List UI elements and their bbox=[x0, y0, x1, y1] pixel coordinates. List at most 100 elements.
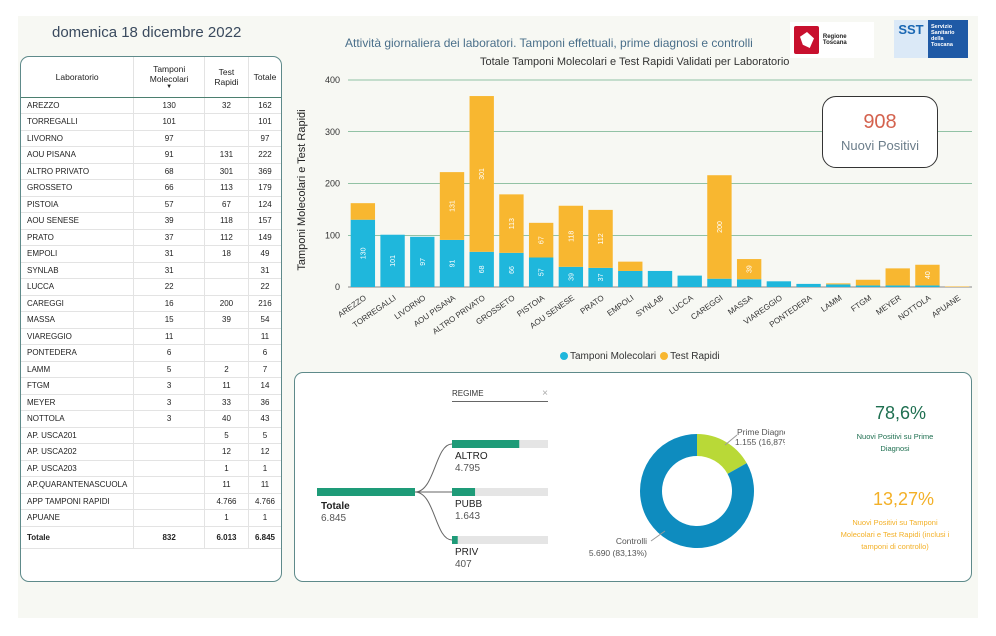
bar-molecolari[interactable] bbox=[915, 285, 940, 287]
table-row[interactable]: PISTOIA 57 67 124 bbox=[21, 196, 281, 213]
bar-rapidi[interactable] bbox=[528, 222, 554, 258]
bar-molecolari[interactable] bbox=[350, 219, 376, 287]
bar-rapidi[interactable] bbox=[736, 259, 762, 280]
rapidi-cell: 131 bbox=[204, 146, 249, 164]
bar-molecolari[interactable] bbox=[499, 252, 524, 287]
chart-y-axis-label: Tamponi Molecolari e Test Rapidi bbox=[296, 109, 308, 270]
bar-molecolari[interactable] bbox=[469, 251, 494, 287]
bar-molecolari[interactable] bbox=[707, 278, 732, 287]
totale-cell: 6 bbox=[248, 344, 281, 362]
bar-rapidi[interactable] bbox=[707, 175, 732, 279]
table-row[interactable]: FTGM 3 11 14 bbox=[21, 377, 281, 395]
col-header-totale[interactable]: Totale bbox=[248, 57, 281, 98]
new-positives-value: 908 bbox=[863, 111, 897, 133]
bar-molecolari[interactable] bbox=[380, 234, 405, 287]
table-row[interactable]: EMPOLI 31 18 49 bbox=[21, 245, 281, 263]
table-row[interactable]: VIAREGGIO 11 11 bbox=[21, 328, 281, 345]
col-header-tamponi-label: Tamponi Molecolari bbox=[149, 63, 189, 84]
tree-bar-pubb[interactable] bbox=[452, 488, 476, 496]
bar-rapidi[interactable] bbox=[588, 209, 613, 268]
legend-item-molecolari[interactable]: Tamponi Molecolari bbox=[560, 351, 656, 362]
table-row[interactable]: APP TAMPONI RAPIDI 4.766 4.766 bbox=[21, 493, 281, 510]
donut-slice-prime-diagnosi[interactable] bbox=[696, 434, 747, 475]
chart-title: Totale Tamponi Molecolari e Test Rapidi … bbox=[480, 56, 790, 68]
table-row[interactable]: ALTRO PRIVATO 68 301 369 bbox=[21, 163, 281, 180]
lab-name-cell: CAREGGI bbox=[21, 295, 135, 312]
bar-molecolari[interactable] bbox=[677, 275, 702, 287]
bar-rapidi[interactable] bbox=[439, 172, 465, 240]
table-row[interactable]: AP. USCA202 12 12 bbox=[21, 443, 281, 461]
table-row[interactable]: AOU SENESE 39 118 157 bbox=[21, 212, 281, 230]
bar-molecolari[interactable] bbox=[796, 283, 821, 287]
y-tick-label: 0 bbox=[335, 282, 340, 292]
table-row[interactable]: APUANE 1 1 bbox=[21, 509, 281, 527]
table-row[interactable]: PRATO 37 112 149 bbox=[21, 229, 281, 246]
table-row[interactable]: TORREGALLI 101 101 bbox=[21, 113, 281, 131]
table-row[interactable]: AP. USCA203 1 1 bbox=[21, 460, 281, 477]
bar-molecolari[interactable] bbox=[558, 266, 584, 287]
bar-rapidi[interactable] bbox=[944, 286, 970, 287]
bar-molecolari[interactable] bbox=[588, 267, 613, 287]
table-row[interactable]: AOU PISANA 91 131 222 bbox=[21, 146, 281, 164]
lab-name-cell: AREZZO bbox=[21, 97, 135, 114]
bar-molecolari[interactable] bbox=[736, 279, 762, 287]
bar-molecolari[interactable] bbox=[885, 285, 910, 287]
bar-rapidi[interactable] bbox=[826, 283, 851, 285]
y-tick-label: 200 bbox=[325, 179, 340, 189]
bar-rapidi[interactable] bbox=[855, 279, 881, 286]
bar-data-label: 112 bbox=[598, 233, 605, 244]
regime-card: REGIME × Totale 6.845 ALTRO 4.795 PUBB 1.64… bbox=[294, 372, 972, 582]
table-row[interactable]: AREZZO 130 32 162 bbox=[21, 97, 281, 114]
bar-rapidi[interactable] bbox=[915, 264, 940, 286]
bar-rapidi[interactable] bbox=[350, 203, 376, 220]
table-row[interactable]: CAREGGI 16 200 216 bbox=[21, 295, 281, 312]
molecolari-cell bbox=[133, 443, 205, 461]
tree-bar-track bbox=[452, 488, 548, 496]
bar-rapidi[interactable] bbox=[885, 268, 910, 286]
tree-bar-altro[interactable] bbox=[452, 440, 520, 448]
table-row[interactable]: AP.QUARANTENASCUOLA 11 11 bbox=[21, 476, 281, 494]
totale-cell: 14 bbox=[248, 377, 281, 395]
table-row[interactable]: NOTTOLA 3 40 43 bbox=[21, 410, 281, 428]
table-row[interactable]: MEYER 3 33 36 bbox=[21, 394, 281, 411]
col-header-tamponi-molecolari[interactable]: Tamponi Molecolari ▼ bbox=[133, 57, 205, 98]
tree-bar-priv[interactable] bbox=[452, 536, 458, 544]
bar-rapidi[interactable] bbox=[499, 194, 524, 253]
donut-slice-controlli[interactable] bbox=[640, 434, 754, 548]
stat-tamponi-value: 13,27% bbox=[873, 489, 935, 509]
table-row[interactable]: GROSSETO 66 113 179 bbox=[21, 179, 281, 197]
table-row[interactable]: SYNLAB 31 31 bbox=[21, 262, 281, 279]
table-row[interactable]: PONTEDERA 6 6 bbox=[21, 344, 281, 362]
tree-branch-value: 4.795 bbox=[455, 463, 480, 474]
bar-molecolari[interactable] bbox=[855, 285, 881, 287]
bar-rapidi[interactable] bbox=[618, 261, 643, 271]
legend-item-rapidi[interactable]: Test Rapidi bbox=[660, 351, 720, 362]
bar-data-label: 66 bbox=[509, 266, 516, 274]
table-row[interactable]: MASSA 15 39 54 bbox=[21, 311, 281, 329]
bar-rapidi[interactable] bbox=[469, 96, 494, 252]
rapidi-cell bbox=[204, 278, 249, 296]
lab-name-cell: MEYER bbox=[21, 394, 135, 411]
table-row[interactable]: AP. USCA201 5 5 bbox=[21, 427, 281, 444]
col-header-test-rapidi[interactable]: Test Rapidi bbox=[204, 57, 249, 98]
clear-filter-icon[interactable]: × bbox=[542, 388, 548, 399]
bar-molecolari[interactable] bbox=[647, 270, 673, 287]
rapidi-cell: 11 bbox=[204, 476, 249, 494]
molecolari-cell bbox=[133, 427, 205, 444]
table-row[interactable]: LUCCA 22 22 bbox=[21, 278, 281, 296]
table-row[interactable]: LAMM 5 2 7 bbox=[21, 361, 281, 378]
bar-molecolari[interactable] bbox=[439, 239, 465, 287]
x-tick-label: LAMM bbox=[819, 293, 843, 314]
totale-cell: 101 bbox=[248, 113, 281, 131]
col-header-laboratorio[interactable]: Laboratorio bbox=[21, 57, 135, 98]
tree-total-bar[interactable] bbox=[317, 488, 415, 496]
bar-molecolari[interactable] bbox=[826, 284, 851, 287]
bar-rapidi[interactable] bbox=[558, 205, 584, 267]
totale-cell: 11 bbox=[248, 328, 281, 345]
bar-molecolari[interactable] bbox=[766, 281, 792, 287]
bar-molecolari[interactable] bbox=[410, 236, 435, 287]
bar-molecolari[interactable] bbox=[528, 257, 554, 287]
table-row[interactable]: LIVORNO 97 97 bbox=[21, 130, 281, 147]
bar-molecolari[interactable] bbox=[618, 270, 643, 287]
molecolari-cell: 39 bbox=[133, 212, 205, 230]
